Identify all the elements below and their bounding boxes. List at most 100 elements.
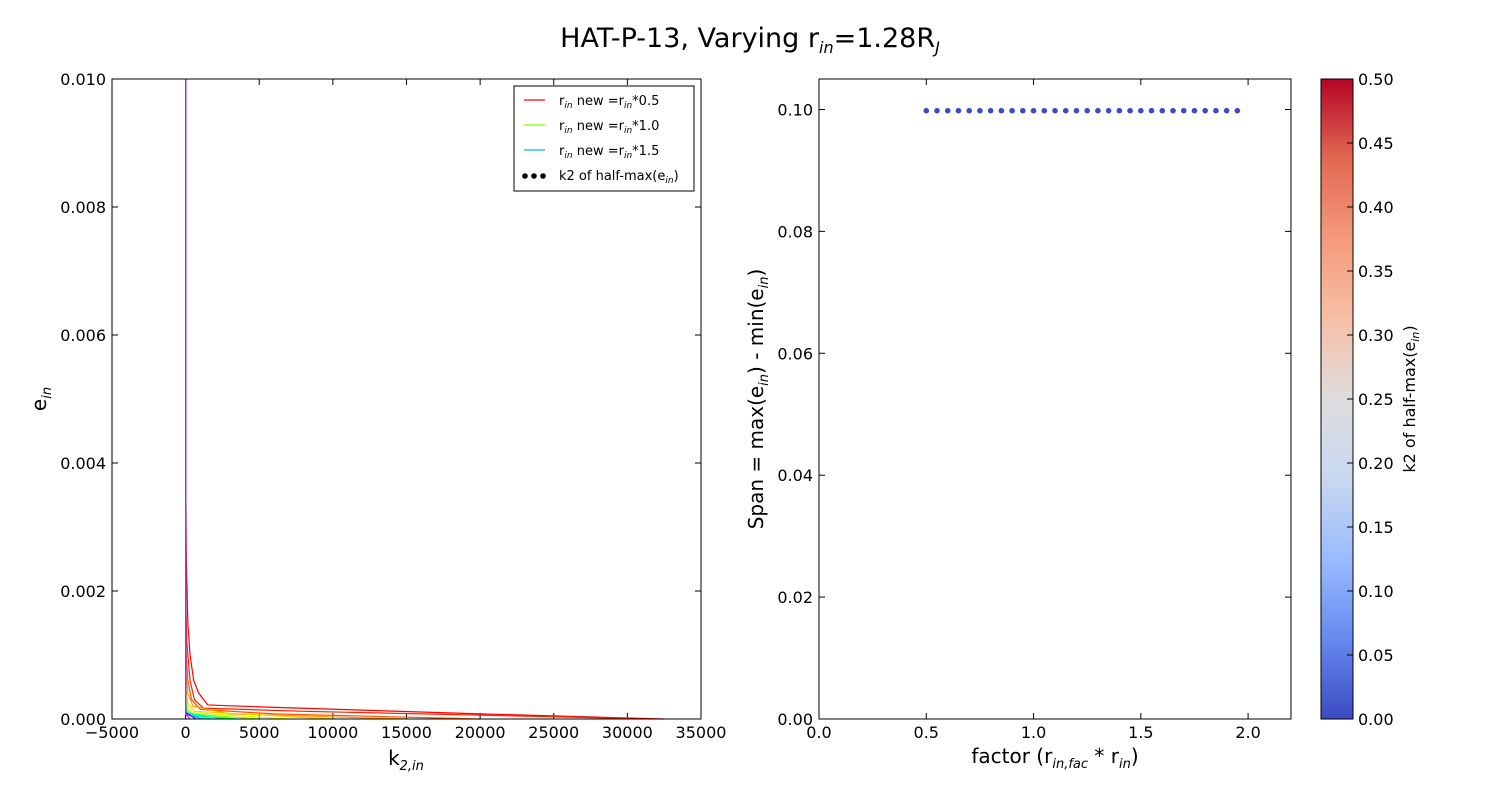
colorbar-label: k2 of half-max(ein): [1400, 325, 1422, 472]
right-axis-ticks: 0.0 0.5 1.0 1.5 2.0 0.00 0.02 0.04 0.06 0.08 0.10: [777, 79, 1291, 742]
scatter-point: [987, 107, 994, 114]
right-x-tick-label: 0.0: [806, 723, 831, 742]
colorbar-tick-label: 0.40: [1358, 198, 1394, 217]
series-line: [185, 79, 197, 720]
scatter-point: [934, 107, 940, 114]
legend-label: rin new =rin*1.0: [559, 119, 659, 136]
left-y-tick-label: 0.002: [60, 582, 106, 601]
colorbar-tick-label: 0.20: [1358, 454, 1394, 473]
left-chart: −5000 0 5000 10000 15000 20000 25000 30000 35000…: [27, 70, 726, 774]
scatter-point: [1073, 107, 1080, 114]
right-plot-frame: [818, 78, 1292, 720]
left-series-lines: [185, 79, 665, 720]
left-y-axis-label: ein: [27, 387, 55, 411]
figure-title: HAT-P-13, Varying rin=1.28RJ: [560, 23, 940, 57]
scatter-point: [966, 107, 972, 114]
left-x-axis-label: k2,in: [388, 746, 424, 774]
left-x-tick-label: −5000: [85, 723, 139, 742]
colorbar-tick-label: 0.30: [1358, 326, 1394, 345]
scatter-point: [1041, 107, 1048, 114]
scatter-point: [1009, 107, 1015, 114]
legend-dot-swatch: [540, 173, 546, 179]
left-y-tick-label: 0.010: [60, 70, 106, 89]
series-line: [185, 79, 481, 720]
legend-entry: rin new =rin*0.5: [524, 94, 659, 111]
right-chart: 0.0 0.5 1.0 1.5 2.00.000.020.040.060.080.10 …: [744, 78, 1292, 772]
scatter-point: [923, 107, 930, 114]
legend-entry: k2 of half-max(ein): [522, 169, 679, 186]
scatter-point: [1095, 107, 1101, 114]
left-x-tick-label: 20000: [455, 723, 506, 742]
series-line: [185, 79, 289, 720]
left-x-tick-label: 10000: [307, 723, 358, 742]
scatter-point: [1062, 107, 1069, 114]
left-y-tick-label: 0.000: [60, 710, 106, 729]
right-x-axis-label: factor (rin,fac * rin): [971, 744, 1138, 772]
left-x-tick-label: 35000: [676, 723, 727, 742]
right-x-tick-label: 1.0: [1021, 723, 1046, 742]
left-x-tick-label: 5000: [239, 723, 280, 742]
right-y-tick-label: 0.10: [777, 100, 813, 119]
series-line: [185, 79, 223, 720]
colorbar-ticks: 0.00 0.05 0.10 0.15 0.20 0.25 0.30 0.35 0.40 0.45…: [1347, 70, 1394, 729]
colorbar: 0.00 0.05 0.10 0.15 0.20 0.25 0.30 0.35 0.40 0.45…: [1320, 70, 1422, 729]
scatter-point: [955, 107, 962, 114]
scatter-point: [1030, 107, 1037, 114]
right-y-tick-label: 0.08: [777, 222, 813, 241]
right-y-tick-label: 0.02: [777, 588, 813, 607]
series-line: [185, 79, 407, 720]
scatter-point: [1105, 107, 1112, 114]
series-line: [185, 79, 260, 720]
scatter-point: [977, 107, 983, 114]
colorbar-tick-label: 0.35: [1358, 262, 1394, 281]
left-y-tick-label: 0.008: [60, 198, 106, 217]
left-x-tick-label: 25000: [528, 723, 579, 742]
scatter-point: [1138, 107, 1144, 114]
scatter-point: [1020, 107, 1026, 114]
colorbar-tick-label: 0.25: [1358, 390, 1394, 409]
scatter-point: [1202, 107, 1208, 114]
left-legend: rin new =rin*0.5 rin new =rin*1.0 rin new …: [513, 85, 695, 192]
left-plot-frame: [111, 78, 702, 720]
series-line: [185, 79, 333, 720]
left-x-tick-label: 15000: [381, 723, 432, 742]
right-y-tick-label: 0.04: [777, 466, 813, 485]
series-line: [185, 79, 238, 720]
legend-dot-swatch: [531, 173, 537, 179]
legend-dot-swatch: [522, 173, 528, 179]
legend-entry: rin new =rin*1.0: [524, 119, 659, 136]
colorbar-tick-label: 0.45: [1358, 134, 1394, 153]
right-x-tick-label: 2.0: [1235, 723, 1260, 742]
scatter-point: [1170, 107, 1176, 114]
scatter-point: [1052, 107, 1058, 114]
scatter-point: [1223, 107, 1230, 114]
scatter-point: [1127, 107, 1133, 114]
left-y-tick-label: 0.004: [60, 454, 106, 473]
left-x-tick-label: 30000: [602, 723, 653, 742]
colorbar-tick-label: 0.50: [1358, 70, 1394, 89]
scatter-point: [1116, 107, 1123, 114]
scatter-point: [1084, 107, 1090, 114]
right-x-tick-label: 0.5: [914, 723, 939, 742]
colorbar-tick-label: 0.05: [1358, 646, 1394, 665]
left-axis-ticks: −5000 0 5000 10000 15000 20000 25000 30000 35000…: [60, 70, 726, 742]
scatter-point: [1148, 107, 1155, 114]
scatter-point: [1159, 107, 1166, 114]
right-y-tick-label: 0.00: [777, 710, 813, 729]
scatter-point: [1191, 107, 1198, 114]
left-x-tick-label: 0: [181, 723, 191, 742]
right-x-tick-label: 1.5: [1128, 723, 1153, 742]
legend-label: k2 of half-max(ein): [559, 169, 679, 186]
right-y-tick-label: 0.06: [777, 344, 813, 363]
scatter-point: [1234, 107, 1241, 114]
series-line: [185, 79, 191, 720]
legend-label: rin new =rin*0.5: [559, 94, 659, 111]
scatter-point: [944, 107, 951, 114]
right-scatter-points: [923, 107, 1241, 114]
scatter-point: [998, 107, 1005, 114]
legend-label: rin new =rin*1.5: [559, 144, 659, 161]
legend-entry: rin new =rin*1.5: [524, 144, 659, 161]
scatter-point: [1213, 107, 1219, 114]
colorbar-tick-label: 0.00: [1358, 710, 1394, 729]
